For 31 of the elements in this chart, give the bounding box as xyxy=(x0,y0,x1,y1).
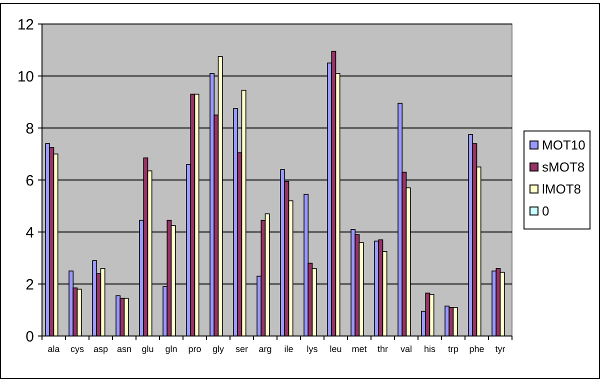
y-tick-label: 2 xyxy=(26,276,34,294)
x-tick-label: asp xyxy=(93,344,108,354)
y-tick-label: 0 xyxy=(26,328,34,346)
x-tick-label: gly xyxy=(212,344,224,354)
y-tick-label: 12 xyxy=(17,16,34,34)
legend-label: sMOT8 xyxy=(542,160,585,175)
x-tick-label: gln xyxy=(165,344,178,354)
y-tick-label: 4 xyxy=(26,224,34,242)
x-tick-label: glu xyxy=(142,344,154,354)
x-tick-label: leu xyxy=(330,344,342,354)
x-tick-label: phe xyxy=(469,344,484,354)
x-tick-label: his xyxy=(424,344,436,354)
x-tick-label: ser xyxy=(235,344,248,354)
x-tick-label: thr xyxy=(377,344,388,354)
legend-label: lMOT8 xyxy=(542,182,581,197)
x-tick-label: tyr xyxy=(495,344,506,354)
x-tick-label: ala xyxy=(48,344,60,354)
x-tick-label: lys xyxy=(306,344,318,354)
x-tick-label: asn xyxy=(116,344,132,354)
x-tick-label: trp xyxy=(448,344,459,354)
x-tick-label: cys xyxy=(70,344,84,354)
x-tick-label: met xyxy=(352,344,368,354)
legend-label: MOT10 xyxy=(542,138,586,153)
y-tick-label: 10 xyxy=(17,68,34,86)
y-tick-label: 8 xyxy=(26,120,34,138)
legend-label: 0 xyxy=(542,204,550,219)
x-tick-label: ile xyxy=(284,344,294,354)
x-tick-label: pro xyxy=(188,344,202,354)
x-tick-label: val xyxy=(400,344,412,354)
x-tick-label: arg xyxy=(258,344,272,354)
y-tick-label: 6 xyxy=(26,172,34,190)
